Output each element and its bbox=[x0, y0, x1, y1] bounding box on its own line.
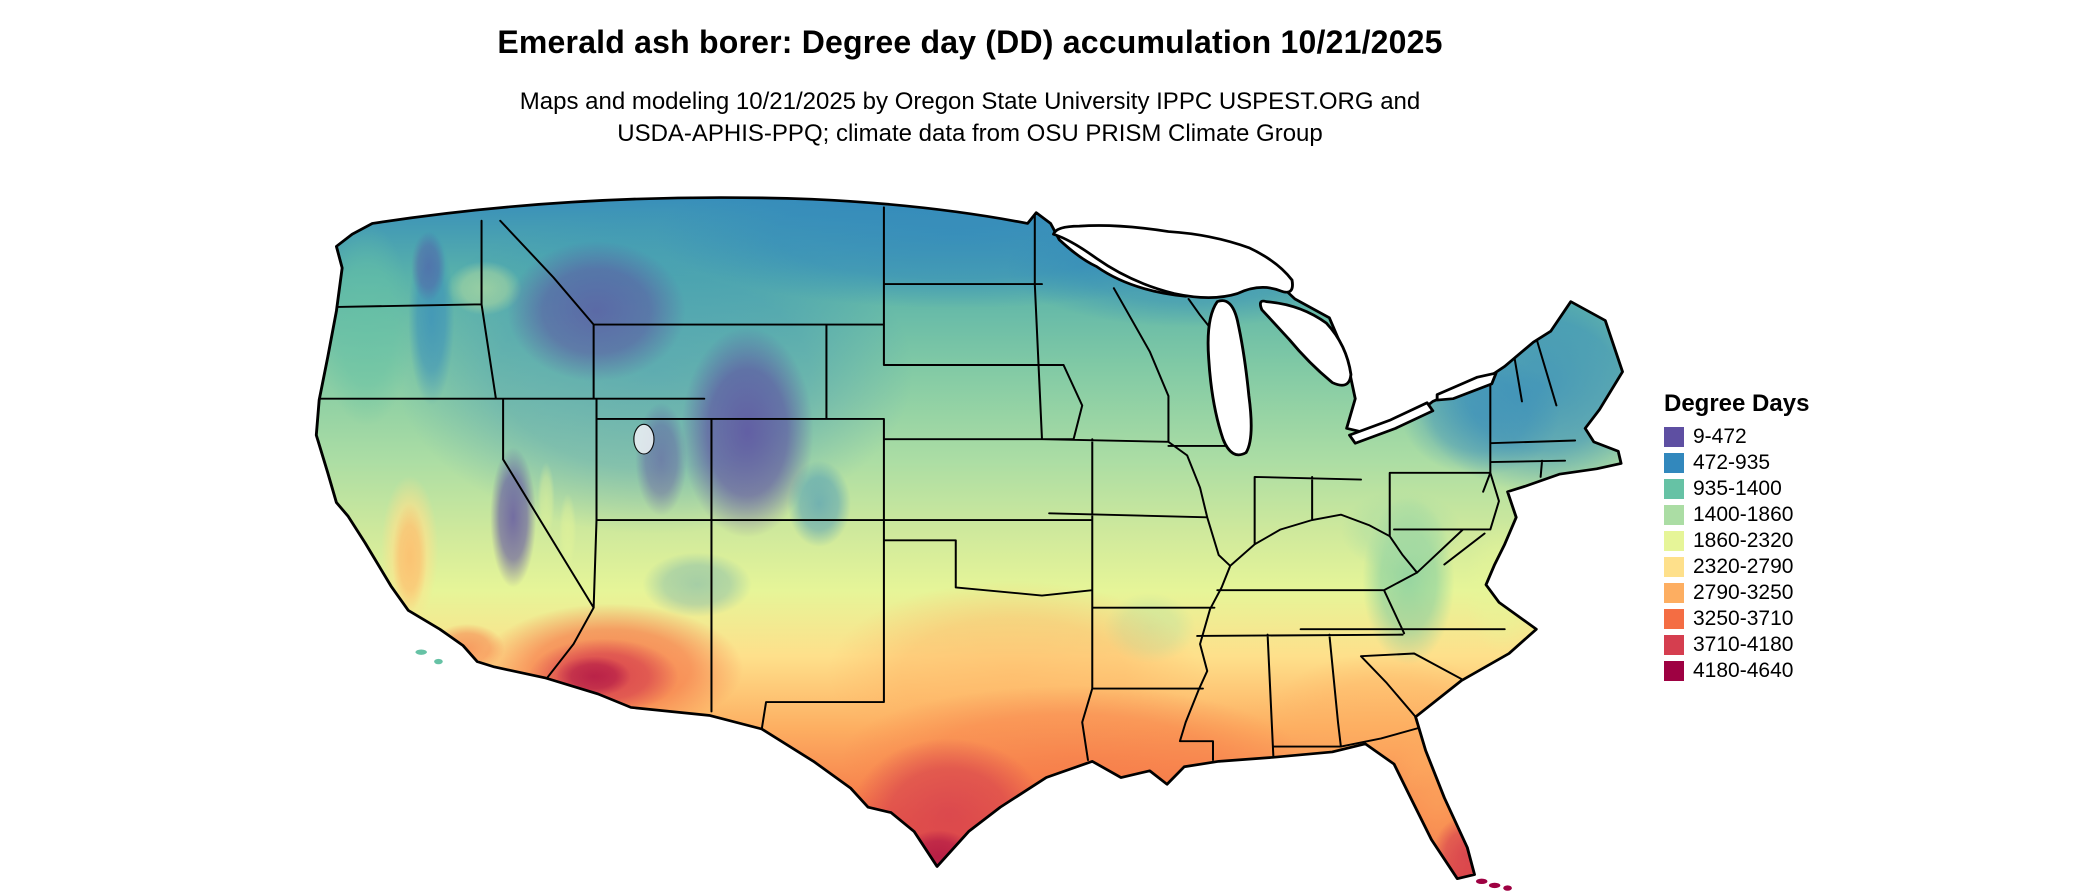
legend-label: 9-472 bbox=[1693, 425, 1747, 448]
lake-michigan bbox=[1206, 299, 1253, 457]
map-legend: Degree Days 9-472 472-935 935-1400 1400-… bbox=[1664, 390, 1809, 684]
us-outline bbox=[314, 196, 1624, 880]
page-subtitle: Maps and modeling 10/21/2025 by Oregon S… bbox=[0, 86, 1940, 150]
legend-swatch bbox=[1664, 661, 1684, 681]
legend-swatch bbox=[1664, 427, 1684, 447]
legend-label: 935-1400 bbox=[1693, 477, 1782, 500]
legend-swatch bbox=[1664, 505, 1684, 525]
legend-item: 9-472 bbox=[1664, 424, 1809, 450]
legend-swatch bbox=[1664, 479, 1684, 499]
legend-swatch bbox=[1664, 635, 1684, 655]
lake-ontario bbox=[1435, 371, 1498, 402]
subtitle-line-1: Maps and modeling 10/21/2025 by Oregon S… bbox=[519, 88, 1421, 115]
legend-swatch bbox=[1664, 453, 1684, 473]
legend-label: 2790-3250 bbox=[1693, 581, 1794, 604]
legend-item: 3250-3710 bbox=[1664, 606, 1809, 632]
legend-label: 3710-4180 bbox=[1693, 633, 1794, 656]
legend-items: 9-472 472-935 935-1400 1400-1860 1860-23… bbox=[1664, 424, 1809, 684]
legend-label: 2320-2790 bbox=[1693, 555, 1794, 578]
legend-swatch bbox=[1664, 583, 1684, 603]
lake-superior bbox=[1052, 224, 1294, 299]
legend-item: 935-1400 bbox=[1664, 476, 1809, 502]
legend-label: 1860-2320 bbox=[1693, 529, 1794, 552]
us-degree-day-map bbox=[266, 183, 1703, 892]
legend-item: 1400-1860 bbox=[1664, 502, 1809, 528]
florida-keys bbox=[1475, 878, 1512, 891]
legend-item: 1860-2320 bbox=[1664, 528, 1809, 554]
legend-label: 1400-1860 bbox=[1693, 503, 1794, 526]
legend-item: 3710-4180 bbox=[1664, 632, 1809, 658]
legend-label: 3250-3710 bbox=[1693, 607, 1794, 630]
legend-item: 4180-4640 bbox=[1664, 658, 1809, 684]
state-boundaries bbox=[316, 203, 1577, 761]
legend-swatch bbox=[1664, 609, 1684, 629]
great-salt-lake bbox=[633, 423, 655, 455]
channel-islands bbox=[415, 649, 443, 665]
lake-erie bbox=[1348, 401, 1435, 445]
legend-label: 472-935 bbox=[1693, 451, 1771, 474]
legend-swatch bbox=[1664, 531, 1684, 551]
legend-swatch bbox=[1664, 557, 1684, 577]
legend-item: 472-935 bbox=[1664, 450, 1809, 476]
page-title: Emerald ash borer: Degree day (DD) accum… bbox=[497, 24, 1443, 60]
us-map-svg bbox=[314, 196, 1624, 891]
subtitle-line-2: USDA-APHIS-PPQ; climate data from OSU PR… bbox=[617, 120, 1323, 147]
legend-title: Degree Days bbox=[1664, 390, 1810, 417]
legend-item: 2320-2790 bbox=[1664, 554, 1809, 580]
lake-huron bbox=[1258, 299, 1353, 387]
legend-item: 2790-3250 bbox=[1664, 580, 1809, 606]
legend-label: 4180-4640 bbox=[1693, 659, 1794, 682]
